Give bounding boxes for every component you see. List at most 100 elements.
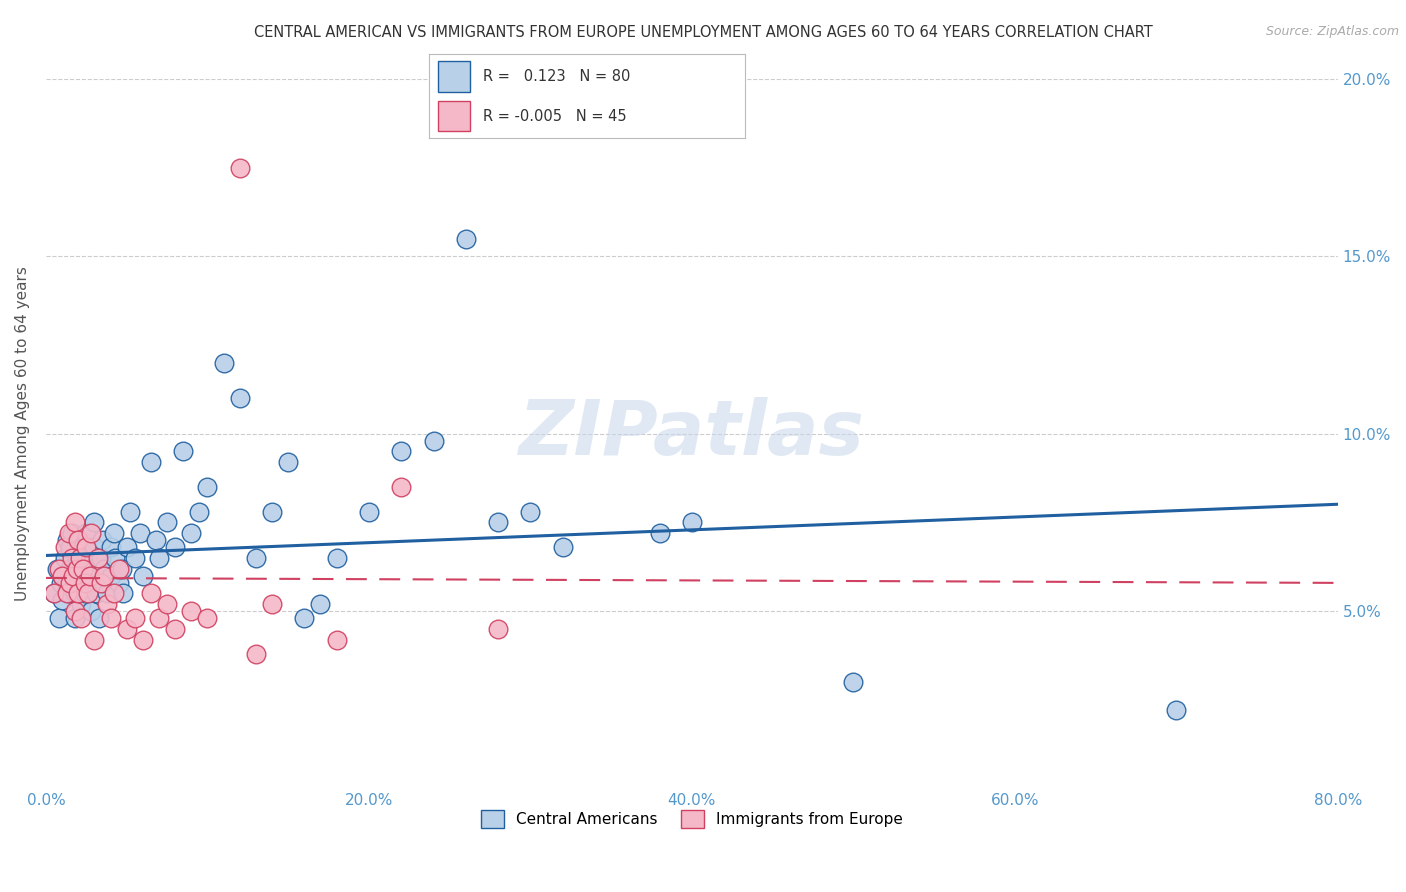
Point [486,622,509,636]
Point [58,526,80,541]
Point [56,533,79,548]
Point [63,516,86,530]
Point [139,455,162,469]
Point [70,597,93,611]
Point [42,586,65,600]
Point [80,526,103,541]
Point [42,586,65,600]
Text: Source: ZipAtlas.com: Source: ZipAtlas.com [1265,25,1399,38]
Point [277,455,299,469]
Point [842,675,865,690]
Point [96,586,118,600]
Point [59,575,82,590]
Legend: Central Americans, Immigrants from Europe: Central Americans, Immigrants from Europ… [475,805,908,834]
Point [91,533,114,548]
Point [115,622,138,636]
Text: R =   0.123   N = 80: R = 0.123 N = 80 [482,69,630,84]
Point [66,550,89,565]
Point [90,575,112,590]
Point [70,611,93,625]
Point [229,391,252,405]
Point [69,533,91,548]
Point [83,541,105,555]
Point [70,568,93,582]
Point [103,526,125,541]
Point [454,232,477,246]
Point [128,526,150,541]
Point [62,568,84,582]
Point [73,575,96,590]
Point [1166,703,1188,717]
Point [67,533,90,548]
Point [212,356,235,370]
Text: CENTRAL AMERICAN VS IMMIGRANTS FROM EUROPE UNEMPLOYMENT AMONG AGES 60 TO 64 YEAR: CENTRAL AMERICAN VS IMMIGRANTS FROM EURO… [253,25,1153,40]
Point [229,161,252,175]
Point [96,597,118,611]
Bar [439,62,470,92]
Point [486,516,509,530]
Bar [439,101,470,131]
Point [156,516,179,530]
Point [73,586,96,600]
Point [46,561,69,575]
Text: ZIPatlas: ZIPatlas [519,397,865,471]
Point [245,647,267,661]
Y-axis label: Unemployment Among Ages 60 to 64 years: Unemployment Among Ages 60 to 64 years [15,267,30,601]
Point [60,526,83,541]
Point [83,632,105,647]
Point [148,550,170,565]
Point [67,586,90,600]
Point [103,586,125,600]
Point [107,575,129,590]
Point [197,480,219,494]
Point [132,568,155,582]
Point [124,550,146,565]
Point [56,575,79,590]
Point [100,611,122,625]
Point [90,550,112,565]
Point [75,568,97,582]
Point [89,611,111,625]
Point [48,561,70,575]
Point [51,593,73,607]
Point [180,604,202,618]
Point [86,561,108,575]
Point [77,550,100,565]
Point [56,586,79,600]
Point [79,575,101,590]
Point [180,526,202,541]
Point [115,541,138,555]
Point [53,550,76,565]
Point [165,541,187,555]
Point [79,568,101,582]
Point [100,568,122,582]
Point [389,444,412,458]
Point [80,604,103,618]
Point [75,526,97,541]
Point [260,505,283,519]
Point [325,550,347,565]
Point [325,632,347,647]
Point [197,611,219,625]
Point [84,586,107,600]
Point [63,586,86,600]
Point [69,550,91,565]
Point [62,568,84,582]
Point [309,597,332,611]
Point [93,568,115,582]
Text: R = -0.005   N = 45: R = -0.005 N = 45 [482,109,626,124]
Point [648,526,671,541]
Point [172,444,194,458]
Point [389,480,412,494]
Point [165,622,187,636]
Point [422,434,444,448]
Point [107,561,129,575]
Point [75,541,97,555]
Point [86,550,108,565]
Point [100,541,122,555]
Point [132,632,155,647]
Point [58,586,80,600]
Point [51,568,73,582]
Point [63,611,86,625]
Point [245,550,267,565]
